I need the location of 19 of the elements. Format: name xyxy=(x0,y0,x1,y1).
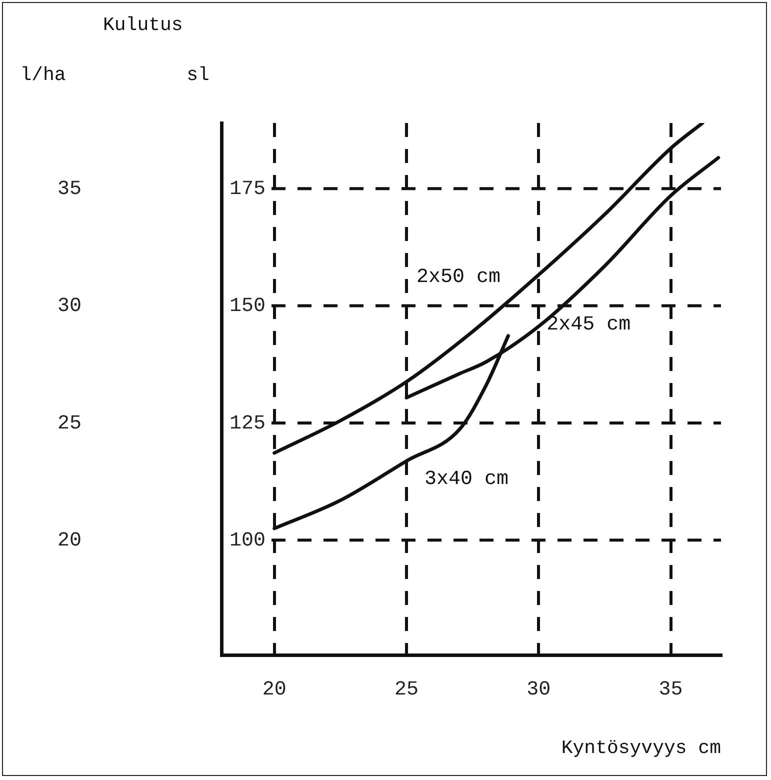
y-tick-label: 30 xyxy=(57,295,82,318)
y-tick-label: 35 xyxy=(57,178,82,201)
x-tick-label: 20 xyxy=(262,678,286,702)
y-tick-label: 20 xyxy=(57,529,82,552)
y-axis-title: l/ha xyxy=(20,64,66,86)
x-axis-title: Kyntösyvyys cm xyxy=(561,737,721,760)
chart-title: Kulutus xyxy=(103,14,183,36)
series-label: 2x45 cm xyxy=(546,314,631,337)
y2-tick-label: 100 xyxy=(230,529,266,552)
y2-axis-title: sl xyxy=(186,64,210,86)
y-tick-label: 25 xyxy=(57,412,82,436)
series-label: 2x50 cm xyxy=(416,266,501,290)
y2-tick-label: 175 xyxy=(230,178,266,201)
x-tick-label: 30 xyxy=(526,678,551,702)
x-tick-label: 25 xyxy=(394,678,419,702)
x-tick-label: 35 xyxy=(658,678,683,702)
y2-tick-label: 125 xyxy=(230,412,266,436)
series-label: 3x40 cm xyxy=(424,468,509,492)
y2-tick-label: 150 xyxy=(230,295,266,318)
